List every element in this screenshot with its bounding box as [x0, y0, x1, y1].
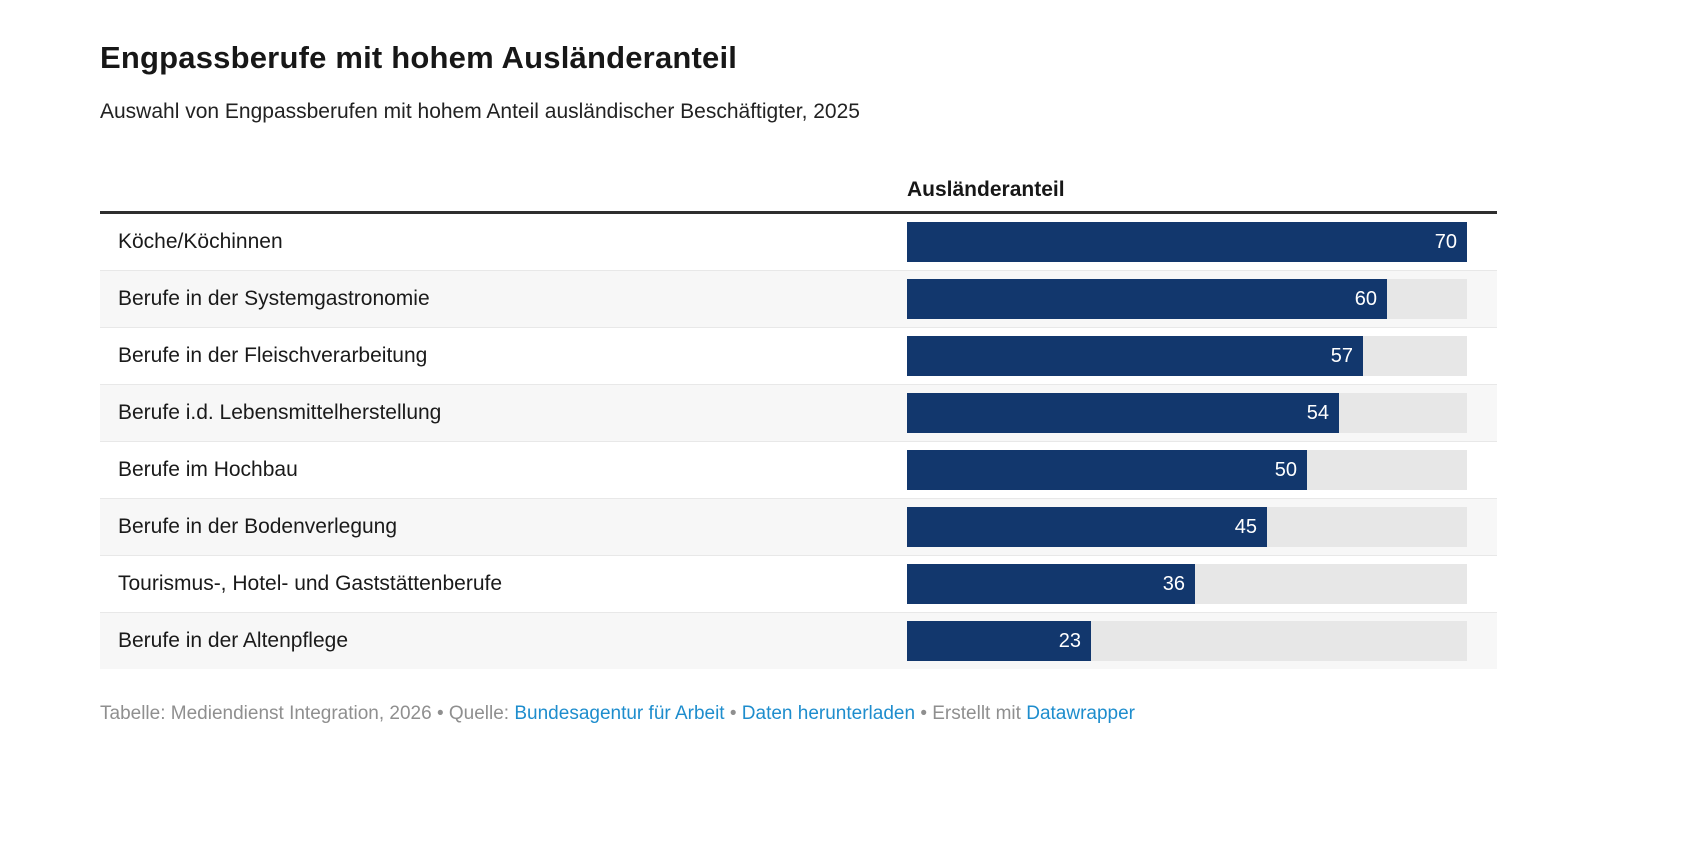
bar-table: Köche/Köchinnen 70 Berufe in der Systemgas… — [100, 214, 1497, 669]
bar: 54 — [907, 393, 1339, 433]
bar-track: 70 — [907, 222, 1467, 262]
bar-value-label: 50 — [1274, 458, 1297, 481]
bar-track: 50 — [907, 450, 1467, 490]
row-label: Tourismus-, Hotel- und Gaststättenberufe — [118, 572, 503, 595]
bar-value-label: 23 — [1058, 629, 1082, 652]
bar: 45 — [907, 507, 1268, 547]
footer-attribution-text: Tabelle: Mediendienst Integration, 2026 … — [100, 703, 515, 724]
row-label: Berufe in der Fleischverarbeitung — [118, 344, 428, 367]
footer: Tabelle: Mediendienst Integration, 2026 … — [100, 703, 1497, 725]
table-row: Köche/Köchinnen 70 — [100, 214, 1497, 271]
bar-value-label: 60 — [1354, 287, 1377, 310]
footer-link-download[interactable]: Daten herunterladen — [741, 703, 916, 724]
chart-subtitle: Auswahl von Engpassberufen mit hohem Ant… — [100, 100, 860, 123]
table-header: Ausländeranteil — [100, 172, 1497, 202]
bar-track: 45 — [907, 507, 1467, 547]
row-label: Berufe in der Bodenverlegung — [118, 515, 398, 538]
table-row: Berufe in der Fleischverarbeitung 57 — [100, 328, 1497, 385]
column-header-auslaenderanteil: Ausländeranteil — [907, 178, 1065, 201]
bar: 50 — [907, 450, 1307, 490]
bar-track: 60 — [907, 279, 1467, 319]
chart-container: Engpassberufe mit hohem Ausländeranteil … — [100, 0, 1497, 725]
chart-title: Engpassberufe mit hohem Ausländeranteil — [100, 40, 738, 75]
bar-value-label: 57 — [1330, 344, 1353, 367]
row-label: Berufe in der Systemgastronomie — [118, 287, 430, 310]
table-row: Tourismus-, Hotel- und Gaststättenberufe… — [100, 556, 1497, 613]
bar: 57 — [907, 336, 1363, 376]
bar-track: 57 — [907, 336, 1467, 376]
bar-track: 36 — [907, 564, 1467, 604]
bar: 23 — [907, 621, 1092, 661]
table-row: Berufe in der Bodenverlegung 45 — [100, 499, 1497, 556]
table-row: Berufe in der Altenpflege 23 — [100, 613, 1497, 669]
header-rule — [100, 211, 1497, 214]
bar-value-label: 45 — [1234, 515, 1258, 538]
bar-value-label: 70 — [1434, 230, 1457, 253]
table-row: Berufe in der Systemgastronomie 60 — [100, 271, 1497, 328]
footer-link-source[interactable]: Bundesagentur für Arbeit — [514, 703, 725, 724]
bar: 36 — [907, 564, 1195, 604]
bar-value-label: 36 — [1162, 572, 1185, 595]
row-label: Berufe i.d. Lebensmittelherstellung — [118, 401, 442, 424]
bar-value-label: 54 — [1306, 401, 1329, 424]
footer-link-datawrapper[interactable]: Datawrapper — [1026, 703, 1135, 724]
row-label: Köche/Köchinnen — [118, 230, 283, 253]
row-label: Berufe in der Altenpflege — [118, 629, 348, 652]
bar-track: 23 — [907, 621, 1467, 661]
table-row: Berufe im Hochbau 50 — [100, 442, 1497, 499]
table-row: Berufe i.d. Lebensmittelherstellung 54 — [100, 385, 1497, 442]
bar: 60 — [907, 279, 1387, 319]
footer-separator: • — [724, 703, 742, 724]
row-label: Berufe im Hochbau — [118, 458, 298, 481]
bar-track: 54 — [907, 393, 1467, 433]
bar: 70 — [907, 222, 1467, 262]
footer-created-with-text: • Erstellt mit — [915, 703, 1027, 724]
